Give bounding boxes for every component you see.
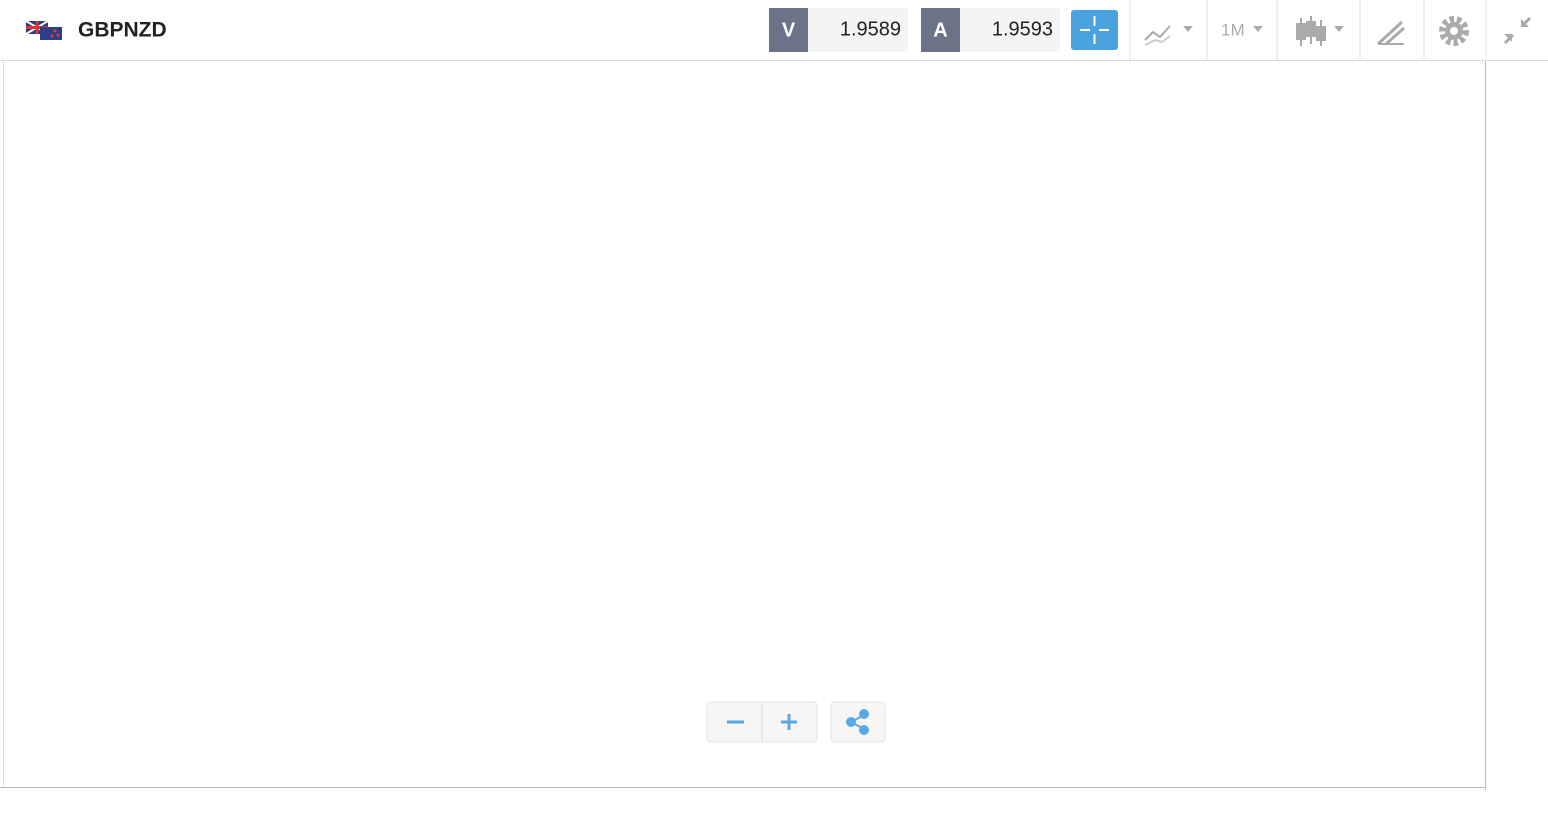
timeframe[interactable]: 1M	[1221, 20, 1245, 39]
toolbar-separators	[1129, 0, 1487, 60]
crosshair-icon	[1080, 16, 1109, 44]
buy-label: A	[933, 19, 947, 41]
buy-price-box[interactable]	[960, 8, 1060, 52]
zoom-in-button[interactable]	[781, 714, 797, 730]
sell-price: 1.9589	[840, 18, 901, 40]
share-button[interactable]	[846, 709, 869, 735]
crosshair-button[interactable]	[1071, 10, 1118, 50]
candle-style-button[interactable]	[1296, 16, 1344, 46]
draw-button[interactable]	[1376, 20, 1405, 46]
flag-icon	[25, 20, 62, 40]
symbol: GBPNZD	[78, 19, 167, 42]
timeframe-arrow	[1253, 26, 1263, 32]
plot-area	[0, 61, 1486, 790]
share-box	[830, 701, 886, 743]
sell-price-box[interactable]	[808, 8, 908, 52]
collapse-button[interactable]	[1503, 16, 1532, 45]
sell-button[interactable]	[769, 8, 808, 52]
toolbar: GBPNZD V 1.9589 A 1.9593 1M	[0, 0, 1548, 61]
sell-label: V	[782, 19, 796, 41]
buy-button[interactable]	[921, 8, 960, 52]
zoom-controls	[706, 701, 886, 743]
buy-price: 1.9593	[992, 18, 1053, 40]
settings-button[interactable]	[1439, 16, 1469, 46]
chart-type-button[interactable]	[1144, 25, 1193, 46]
